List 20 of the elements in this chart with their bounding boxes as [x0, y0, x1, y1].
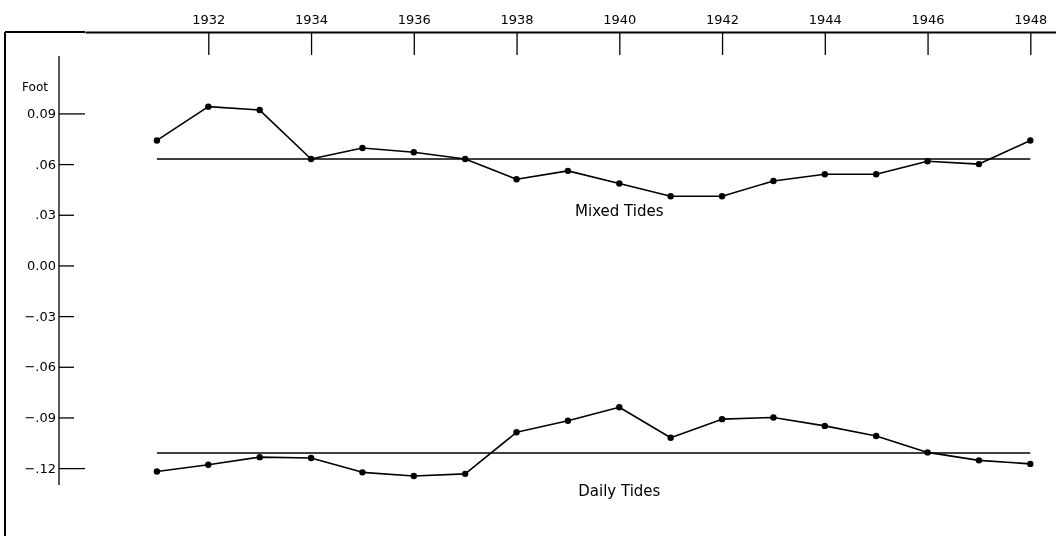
x-tick-label: 1942	[706, 12, 740, 27]
series-label: Mixed Tides	[575, 202, 664, 221]
y-tick-label: −.12	[24, 460, 56, 476]
y-tick-label: 0.09	[27, 106, 56, 122]
x-tick-label: 1948	[1014, 12, 1048, 27]
x-tick-label: 1944	[808, 12, 842, 27]
y-axis-title: Foot	[22, 80, 49, 95]
y-tick-label: .03	[35, 207, 56, 223]
x-tick-label: 1946	[911, 12, 945, 27]
y-tick-label: .06	[35, 156, 56, 172]
x-tick-label: 1938	[500, 12, 534, 27]
y-tick-label: −.09	[24, 410, 56, 426]
x-tick-label: 1940	[603, 12, 637, 27]
x-tick-label: 1936	[397, 12, 431, 27]
text: Daily Tides	[578, 482, 661, 501]
y-tick-label: −.06	[24, 359, 56, 375]
x-tick-label: 1934	[295, 12, 329, 27]
y-tick-label: 0.00	[27, 258, 56, 274]
x-tick-label: 1932	[192, 12, 226, 27]
y-tick-label: −.03	[24, 308, 56, 324]
